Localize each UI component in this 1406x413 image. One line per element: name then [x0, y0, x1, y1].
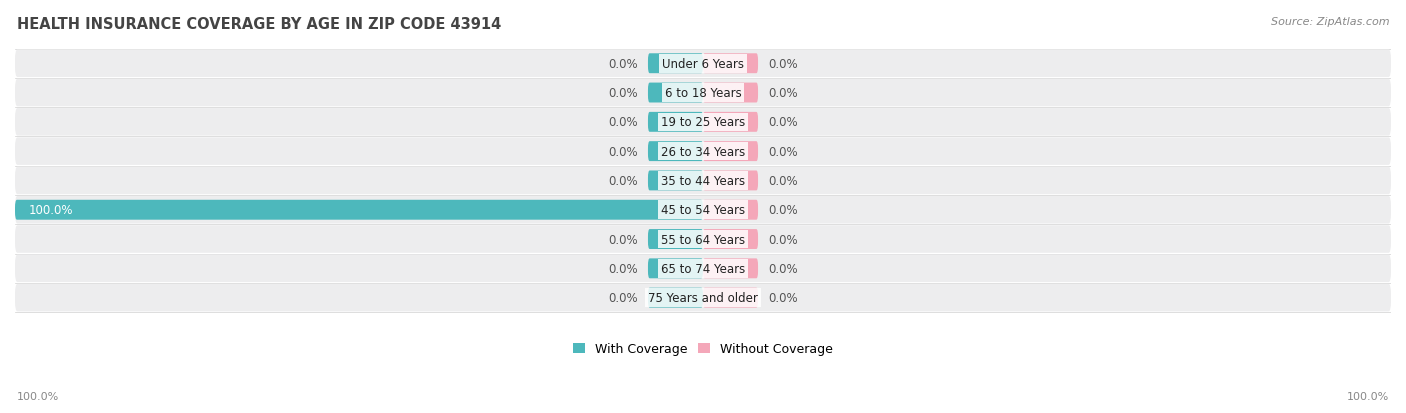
Text: 100.0%: 100.0% — [17, 391, 59, 401]
Text: 0.0%: 0.0% — [768, 116, 799, 129]
FancyBboxPatch shape — [648, 54, 703, 74]
FancyBboxPatch shape — [703, 230, 758, 249]
Text: 45 to 54 Years: 45 to 54 Years — [661, 204, 745, 217]
Text: 0.0%: 0.0% — [768, 233, 799, 246]
Text: 100.0%: 100.0% — [1347, 391, 1389, 401]
FancyBboxPatch shape — [703, 259, 758, 279]
Text: 75 Years and older: 75 Years and older — [648, 292, 758, 304]
FancyBboxPatch shape — [703, 142, 758, 162]
FancyBboxPatch shape — [15, 284, 1391, 312]
Text: 0.0%: 0.0% — [768, 262, 799, 275]
FancyBboxPatch shape — [703, 83, 758, 103]
FancyBboxPatch shape — [15, 255, 1391, 282]
FancyBboxPatch shape — [15, 80, 1391, 107]
Text: 6 to 18 Years: 6 to 18 Years — [665, 87, 741, 100]
Text: 65 to 74 Years: 65 to 74 Years — [661, 262, 745, 275]
FancyBboxPatch shape — [15, 109, 1391, 136]
Text: 55 to 64 Years: 55 to 64 Years — [661, 233, 745, 246]
Text: 0.0%: 0.0% — [768, 204, 799, 217]
Text: 0.0%: 0.0% — [607, 292, 638, 304]
Text: 0.0%: 0.0% — [607, 116, 638, 129]
Text: 0.0%: 0.0% — [768, 145, 799, 158]
Text: 0.0%: 0.0% — [607, 87, 638, 100]
FancyBboxPatch shape — [15, 138, 1391, 166]
FancyBboxPatch shape — [15, 197, 1391, 224]
Text: HEALTH INSURANCE COVERAGE BY AGE IN ZIP CODE 43914: HEALTH INSURANCE COVERAGE BY AGE IN ZIP … — [17, 17, 501, 31]
FancyBboxPatch shape — [648, 113, 703, 133]
FancyBboxPatch shape — [648, 171, 703, 191]
Text: 0.0%: 0.0% — [607, 145, 638, 158]
Text: 19 to 25 Years: 19 to 25 Years — [661, 116, 745, 129]
Text: 0.0%: 0.0% — [768, 87, 799, 100]
FancyBboxPatch shape — [703, 200, 758, 220]
Text: 0.0%: 0.0% — [768, 175, 799, 188]
FancyBboxPatch shape — [648, 83, 703, 103]
FancyBboxPatch shape — [648, 288, 703, 308]
Text: 0.0%: 0.0% — [607, 262, 638, 275]
Text: 0.0%: 0.0% — [607, 57, 638, 71]
FancyBboxPatch shape — [703, 288, 758, 308]
Text: Under 6 Years: Under 6 Years — [662, 57, 744, 71]
Text: 0.0%: 0.0% — [768, 57, 799, 71]
FancyBboxPatch shape — [648, 230, 703, 249]
FancyBboxPatch shape — [648, 142, 703, 162]
Legend: With Coverage, Without Coverage: With Coverage, Without Coverage — [572, 343, 834, 356]
FancyBboxPatch shape — [648, 259, 703, 279]
Text: 26 to 34 Years: 26 to 34 Years — [661, 145, 745, 158]
Text: Source: ZipAtlas.com: Source: ZipAtlas.com — [1271, 17, 1389, 26]
Text: 0.0%: 0.0% — [768, 292, 799, 304]
FancyBboxPatch shape — [15, 226, 1391, 253]
FancyBboxPatch shape — [703, 113, 758, 133]
FancyBboxPatch shape — [15, 50, 1391, 78]
Text: 0.0%: 0.0% — [607, 175, 638, 188]
Text: 0.0%: 0.0% — [607, 233, 638, 246]
FancyBboxPatch shape — [15, 200, 703, 220]
FancyBboxPatch shape — [703, 171, 758, 191]
FancyBboxPatch shape — [15, 167, 1391, 195]
Text: 100.0%: 100.0% — [28, 204, 73, 217]
FancyBboxPatch shape — [703, 54, 758, 74]
Text: 35 to 44 Years: 35 to 44 Years — [661, 175, 745, 188]
